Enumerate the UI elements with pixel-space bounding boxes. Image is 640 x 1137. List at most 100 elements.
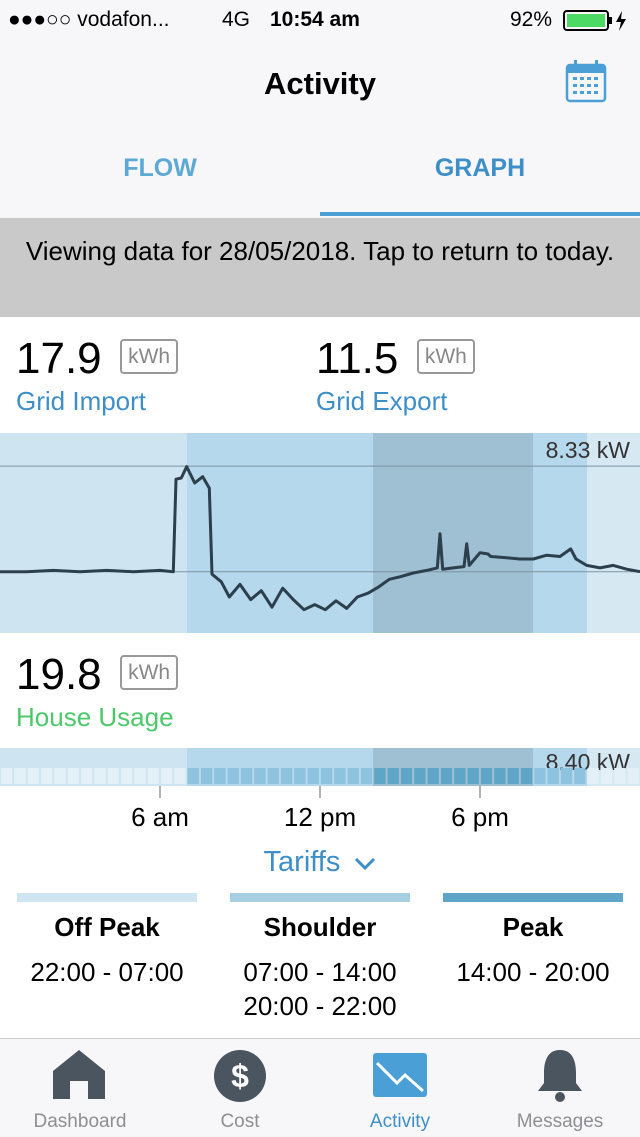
network: 4G [222,8,251,31]
usage-tile [587,768,599,784]
usage-tile [134,768,146,784]
dashboard-icon [53,1050,105,1099]
usage-tile [534,768,546,784]
export-stat: 11.5 kWh Grid Export [316,334,475,417]
usage-tile [160,768,173,784]
tab-cost[interactable]: Cost [220,1111,260,1132]
usage-tile [147,768,159,784]
usage-tile [94,768,106,784]
usage-tile [560,768,573,784]
tariff-name: Shoulder [263,912,377,942]
battery-percent: 92% [510,8,553,31]
usage-tile [294,768,306,784]
messages-icon [538,1050,582,1102]
stat-label: Grid Export [316,386,448,416]
tab-flow[interactable]: FLOW [123,154,197,182]
reference-label: 8.33 kW [546,437,631,463]
stat-value: 11.5 [316,334,399,383]
usage-tile [574,768,586,784]
usage-tile [200,768,213,784]
stat-unit: kWh [120,655,179,690]
usage-tile [480,768,493,784]
tick-label: 12 pm [284,802,356,832]
date-banner[interactable]: Viewing data for 28/05/2018. Tap to retu… [0,218,640,317]
tab-activity[interactable]: Activity [369,1111,431,1132]
usage-tile [347,768,359,784]
tariff-time: 20:00 - 22:00 [243,991,397,1021]
usage-tile [454,768,466,784]
tick-label: 6 pm [451,802,509,832]
import-stat: 17.9 kWh Grid Import [16,334,179,417]
usage-tile [227,768,239,784]
usage-tile [374,768,386,784]
tab-dashboard[interactable]: Dashboard [33,1111,127,1132]
tab-bar: $ Dashboard Cost Activity Messages [0,1038,640,1137]
usage-tile [27,768,39,784]
usage-tile [334,768,346,784]
usage-tile [107,768,119,784]
usage-tile [387,768,399,784]
usage-tile [54,768,66,784]
usage-tile [120,768,133,784]
activity-icon [373,1053,427,1097]
house-stat: 19.8 kWh House Usage [16,650,179,733]
usage-tile [14,768,26,784]
house-graph: 8.40 kW [0,748,640,786]
usage-tile [600,768,613,784]
tab-indicator [320,212,640,216]
import-graph: 8.33 kW [0,433,640,633]
tick-label: 6 am [131,802,189,832]
usage-tile [494,768,506,784]
tab-messages[interactable]: Messages [516,1111,604,1132]
cost-icon: $ [214,1050,266,1102]
usage-tile [614,768,626,784]
stat-value: 19.8 [16,650,102,699]
usage-tile [1,768,13,784]
usage-tile [214,768,226,784]
calendar-button[interactable] [565,60,609,104]
usage-tile [520,768,533,784]
tariff-bar [230,893,410,902]
tariff-time: 07:00 - 14:00 [243,957,397,987]
usage-tile [187,768,199,784]
page-title: Activity [264,66,376,101]
svg-text:$: $ [231,1058,249,1094]
usage-tile [174,768,186,784]
usage-tile [80,768,93,784]
stat-unit: kWh [416,339,475,374]
tariff-bar [17,893,197,902]
usage-tile [240,768,253,784]
time-axis: 6 am 12 pm 6 pm [131,786,509,832]
usage-tile [254,768,266,784]
stat-unit: kWh [120,339,179,374]
carrier: ●●●○○ vodafon... [8,8,170,31]
usage-tile [414,768,426,784]
usage-tile [440,768,453,784]
usage-tile [467,768,479,784]
usage-tile [507,768,519,784]
usage-tile [40,768,53,784]
stat-label: Grid Import [16,386,147,416]
tariff-bar [443,893,623,902]
nav-bar: Activity FLOW GRAPH [0,40,640,218]
usage-tile [547,768,559,784]
status-bar: ●●●○○ vodafon... 4G 10:54 am 92% [0,0,640,40]
usage-tile [67,768,79,784]
usage-tile [360,768,373,784]
usage-tile [267,768,279,784]
tariffs-label: Tariffs [263,846,341,878]
usage-tile [307,768,319,784]
usage-tile [427,768,439,784]
usage-tile [627,768,639,784]
tariff-time: 22:00 - 07:00 [30,957,184,987]
tariff-time: 14:00 - 20:00 [456,957,610,987]
tab-graph[interactable]: GRAPH [434,154,526,182]
power-line [0,465,640,612]
tariff-name: Off Peak [54,912,160,942]
tariff-name: Peak [502,912,564,942]
usage-tile [400,768,413,784]
stat-value: 17.9 [16,334,102,383]
usage-tile [320,768,333,784]
tariffs-toggle[interactable]: Tariffs [0,846,640,879]
